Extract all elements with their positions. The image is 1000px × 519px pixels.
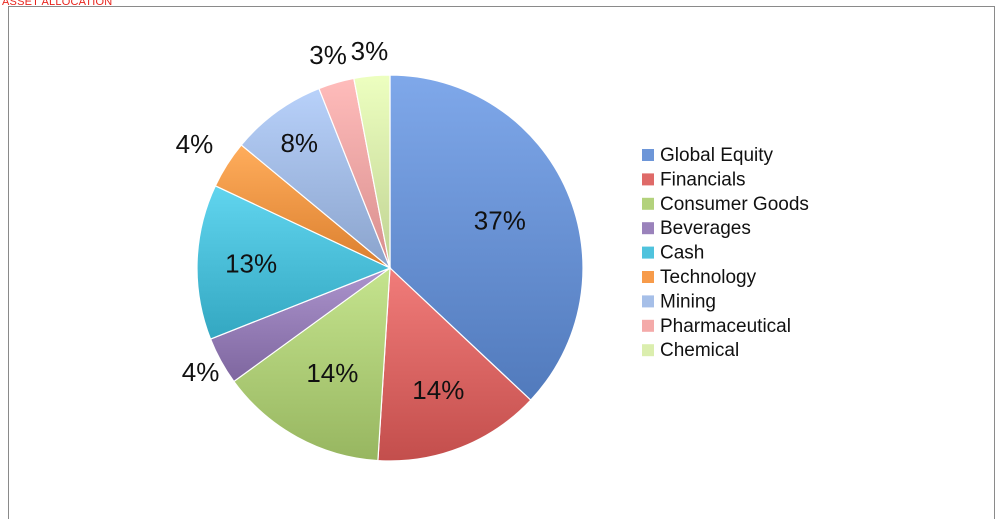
legend-swatch-financials: [642, 173, 654, 186]
legend-label-cash: Cash: [660, 243, 704, 264]
legend-swatch-pharmaceutical: [642, 319, 654, 332]
pie-slice-consumer-goods[interactable]: [233, 266, 391, 462]
data-label-mining: 8%: [280, 128, 318, 158]
legend-swatch-global-equity: [642, 149, 654, 161]
pie-slice-financials[interactable]: [377, 266, 532, 462]
data-label-global-equity: 37%: [474, 205, 526, 235]
data-label-chemical: 3%: [351, 36, 389, 66]
pie-slice-global-equity[interactable]: [389, 74, 584, 401]
slice-labels: 37% 14% 14% 4% 13% 4% 8% 3% 3%: [176, 36, 526, 405]
legend-label-chemical: Chemical: [660, 340, 739, 361]
legend-swatch-consumer-goods: [642, 197, 654, 210]
legend-swatch-mining: [642, 295, 654, 308]
legend-label-financials: Financials: [660, 169, 746, 190]
pie-slice-cash[interactable]: [196, 185, 392, 340]
data-label-consumer-goods: 14%: [306, 358, 358, 388]
pie-slice-chemical[interactable]: [353, 74, 391, 269]
legend-label-consumer-goods: Consumer Goods: [660, 194, 809, 215]
legend-swatch-chemical: [642, 344, 654, 357]
data-label-beverages: 4%: [182, 357, 220, 387]
chart-title: ASSET ALLOCATION: [2, 0, 113, 8]
legend-label-beverages: Beverages: [660, 218, 751, 239]
data-label-financials: 14%: [412, 375, 464, 405]
legend-swatch-cash: [642, 246, 654, 259]
pie-slices: [196, 74, 584, 462]
chart-legend: Global Equity Financials Consumer Goods Bev…: [642, 145, 809, 361]
legend-label-technology: Technology: [660, 267, 757, 288]
legend-swatch-technology: [642, 271, 654, 283]
pie-slice-mining[interactable]: [240, 87, 391, 269]
data-label-cash: 13%: [225, 249, 277, 279]
legend-swatch-beverages: [642, 222, 654, 235]
legend-label-mining: Mining: [660, 291, 716, 312]
legend-label-pharmaceutical: Pharmaceutical: [660, 316, 791, 337]
data-label-technology: 4%: [176, 129, 214, 159]
chart-frame: [8, 6, 995, 519]
legend-label-global-equity: Global Equity: [660, 145, 774, 166]
data-label-pharmaceutical: 3%: [309, 40, 347, 70]
